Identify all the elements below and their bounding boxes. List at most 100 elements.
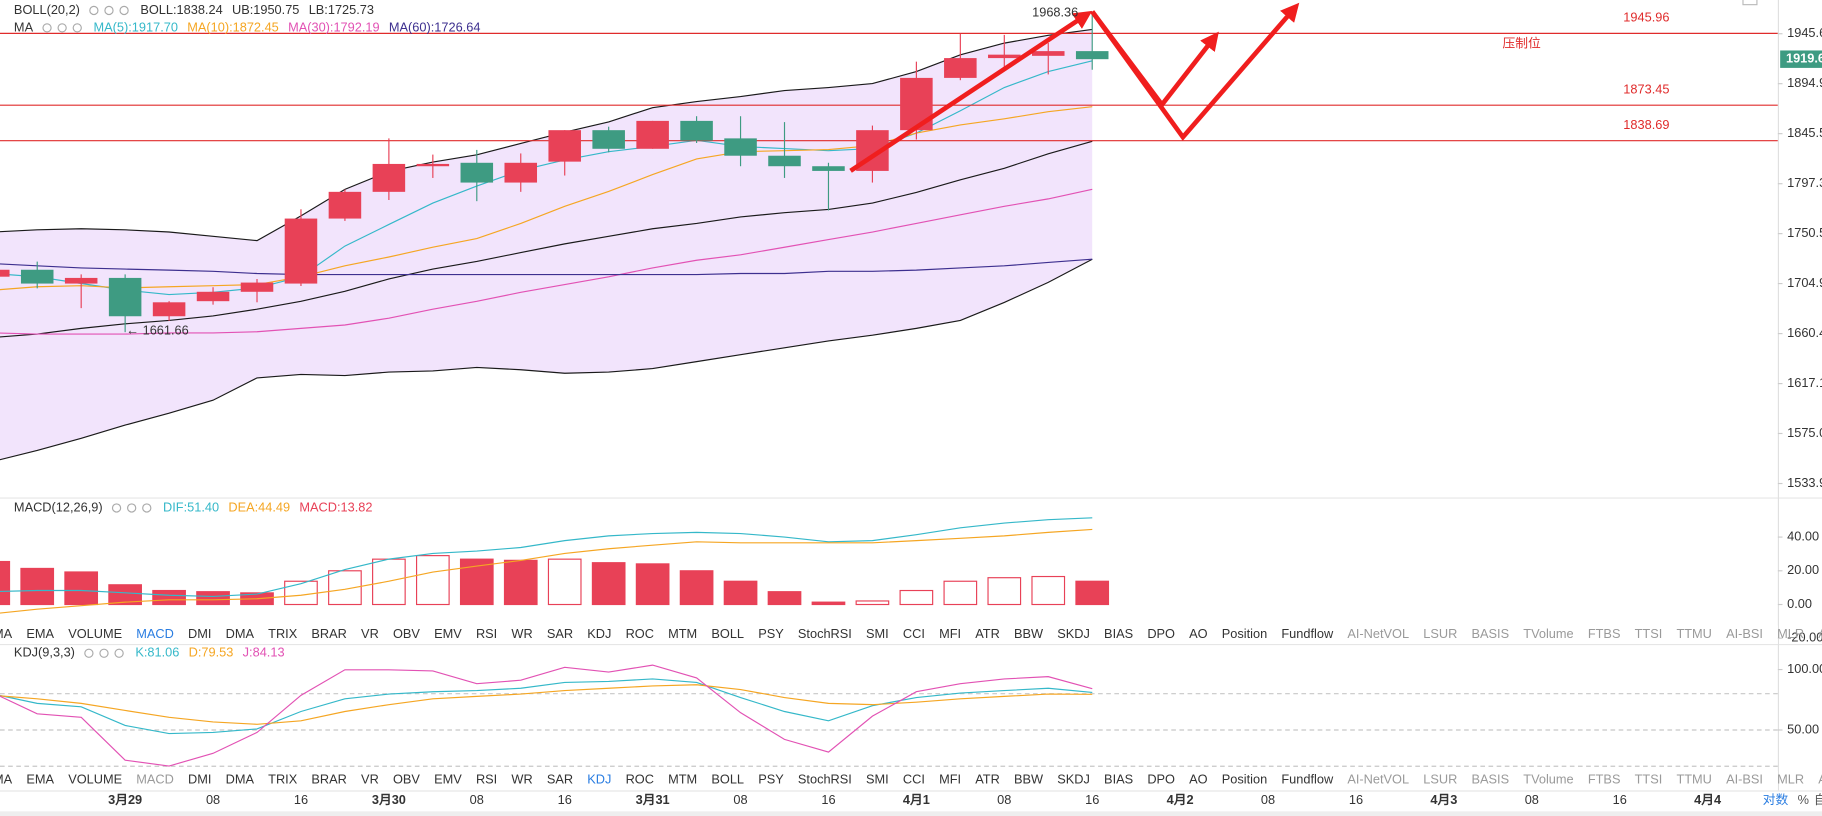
indicator-tab[interactable]: MACD bbox=[136, 626, 174, 641]
indicator-tab[interactable]: StochRSI bbox=[798, 771, 852, 786]
indicator-tab[interactable]: RSI bbox=[476, 626, 497, 641]
indicator-tab[interactable]: MLR bbox=[1777, 771, 1804, 786]
indicator-tab[interactable]: TRIX bbox=[268, 771, 298, 786]
indicator-tab[interactable]: OBV bbox=[393, 771, 420, 786]
indicator-tab[interactable]: EMA bbox=[26, 771, 54, 786]
indicator-tab[interactable]: TTSI bbox=[1635, 626, 1663, 641]
indicator-tab[interactable]: DMI bbox=[188, 771, 211, 786]
legend-icon[interactable] bbox=[142, 503, 152, 513]
indicator-tab[interactable]: TTSI bbox=[1635, 771, 1663, 786]
indicator-tab[interactable]: DMA bbox=[226, 771, 255, 786]
indicator-tab[interactable]: VOLUME bbox=[68, 626, 122, 641]
scale-control[interactable]: 自 bbox=[1814, 792, 1822, 807]
indicator-tab[interactable]: AI-BSI bbox=[1726, 626, 1763, 641]
indicator-tab[interactable]: DMA bbox=[226, 626, 255, 641]
indicator-tab[interactable]: Position bbox=[1222, 771, 1267, 786]
indicator-tab[interactable]: BOLL bbox=[711, 626, 744, 641]
legend-icon[interactable] bbox=[84, 648, 94, 658]
legend-icon[interactable] bbox=[99, 648, 109, 658]
indicator-tab[interactable]: BASIS bbox=[1471, 771, 1509, 786]
indicator-tab[interactable]: PSY bbox=[758, 771, 784, 786]
indicator-tab[interactable]: TVolume bbox=[1523, 771, 1573, 786]
indicator-tab[interactable]: FTBS bbox=[1588, 771, 1621, 786]
indicator-tab[interactable]: SAR bbox=[547, 771, 573, 786]
indicator-tab[interactable]: BBW bbox=[1014, 771, 1043, 786]
indicator-tab[interactable]: MTM bbox=[668, 626, 697, 641]
indicator-tab[interactable]: AI-NetVOL bbox=[1347, 771, 1409, 786]
indicator-tab[interactable]: KDJ bbox=[587, 626, 611, 641]
legend-icon[interactable] bbox=[42, 23, 52, 33]
indicator-tab[interactable]: ROC bbox=[626, 771, 654, 786]
indicator-tab[interactable]: VR bbox=[361, 626, 379, 641]
indicator-tab[interactable]: MACD bbox=[136, 771, 174, 786]
indicator-tab[interactable]: SKDJ bbox=[1057, 771, 1090, 786]
indicator-tab[interactable]: DMI bbox=[188, 626, 211, 641]
indicator-tab[interactable]: SAR bbox=[547, 626, 573, 641]
indicator-tab[interactable]: ROC bbox=[626, 626, 654, 641]
indicator-tab[interactable]: BIAS bbox=[1104, 771, 1133, 786]
indicator-tab[interactable]: Fundflow bbox=[1281, 771, 1334, 786]
indicator-tab[interactable]: DPO bbox=[1147, 626, 1175, 641]
legend-icon[interactable] bbox=[119, 5, 129, 16]
indicator-tab[interactable]: Position bbox=[1222, 626, 1267, 641]
legend-icon[interactable] bbox=[111, 503, 122, 513]
indicator-tab[interactable]: StochRSI bbox=[798, 626, 852, 641]
legend-icon[interactable] bbox=[89, 5, 99, 16]
legend-icon[interactable] bbox=[72, 23, 82, 33]
indicator-tab[interactable]: DPO bbox=[1147, 771, 1175, 786]
indicator-tab[interactable]: BRAR bbox=[311, 626, 346, 641]
indicator-tab[interactable]: MLR bbox=[1777, 626, 1804, 641]
indicator-tab[interactable]: BASIS bbox=[1471, 626, 1509, 641]
indicator-tab[interactable]: AO bbox=[1189, 626, 1208, 641]
scale-control[interactable]: 对数 bbox=[1763, 792, 1789, 807]
indicator-tab[interactable]: TRIX bbox=[268, 626, 298, 641]
indicator-tab[interactable]: MA bbox=[0, 626, 13, 641]
price-level-label: 1838.69 bbox=[1623, 117, 1669, 132]
indicator-tab[interactable]: VR bbox=[361, 771, 379, 786]
indicator-tab[interactable]: WR bbox=[511, 626, 532, 641]
indicator-tab[interactable]: LSUR bbox=[1423, 626, 1457, 641]
indicator-tab[interactable]: VOLUME bbox=[68, 771, 122, 786]
legend-icon[interactable] bbox=[57, 23, 67, 33]
indicator-tab[interactable]: WR bbox=[511, 771, 532, 786]
indicator-tab[interactable]: EMV bbox=[434, 771, 462, 786]
indicator-tab[interactable]: BRAR bbox=[311, 771, 346, 786]
legend-icon[interactable] bbox=[104, 5, 114, 16]
corner-icon[interactable] bbox=[1742, 0, 1758, 6]
indicator-tab[interactable]: AI-PD bbox=[1818, 626, 1822, 641]
indicator-tab[interactable]: SMI bbox=[866, 771, 889, 786]
indicator-tab[interactable]: LSUR bbox=[1423, 771, 1457, 786]
indicator-tab[interactable]: EMA bbox=[26, 626, 54, 641]
indicator-tab[interactable]: MFI bbox=[939, 771, 961, 786]
indicator-tab[interactable]: BOLL bbox=[711, 771, 744, 786]
indicator-tab[interactable]: ATR bbox=[975, 771, 1000, 786]
indicator-tab[interactable]: FTBS bbox=[1588, 626, 1621, 641]
indicator-tab[interactable]: MFI bbox=[939, 626, 961, 641]
indicator-tab[interactable]: SMI bbox=[866, 626, 889, 641]
legend-icon[interactable] bbox=[127, 503, 137, 513]
indicator-tab[interactable]: RSI bbox=[476, 771, 497, 786]
indicator-tab[interactable]: KDJ bbox=[587, 771, 611, 786]
indicator-tab[interactable]: MA bbox=[0, 771, 13, 786]
indicator-tab[interactable]: OBV bbox=[393, 626, 420, 641]
indicator-tab[interactable]: EMV bbox=[434, 626, 462, 641]
legend-icon[interactable] bbox=[114, 648, 124, 658]
indicator-tab[interactable]: AI-PD bbox=[1818, 771, 1822, 786]
indicator-tab[interactable]: ATR bbox=[975, 626, 1000, 641]
annotation: 压制位 bbox=[1502, 36, 1541, 51]
indicator-tab[interactable]: AO bbox=[1189, 771, 1208, 786]
indicator-tab[interactable]: SKDJ bbox=[1057, 626, 1090, 641]
indicator-tab[interactable]: CCI bbox=[903, 771, 925, 786]
indicator-tab[interactable]: BIAS bbox=[1104, 626, 1133, 641]
indicator-tab[interactable]: BBW bbox=[1014, 626, 1043, 641]
indicator-tab[interactable]: AI-NetVOL bbox=[1347, 626, 1409, 641]
indicator-tab[interactable]: CCI bbox=[903, 626, 925, 641]
indicator-tab[interactable]: TTMU bbox=[1676, 626, 1711, 641]
indicator-tab[interactable]: TVolume bbox=[1523, 626, 1573, 641]
indicator-tab[interactable]: Fundflow bbox=[1281, 626, 1334, 641]
indicator-tab[interactable]: MTM bbox=[668, 771, 697, 786]
indicator-tab[interactable]: TTMU bbox=[1676, 771, 1711, 786]
indicator-tab[interactable]: PSY bbox=[758, 626, 784, 641]
scale-control[interactable]: % bbox=[1798, 792, 1809, 807]
indicator-tab[interactable]: AI-BSI bbox=[1726, 771, 1763, 786]
